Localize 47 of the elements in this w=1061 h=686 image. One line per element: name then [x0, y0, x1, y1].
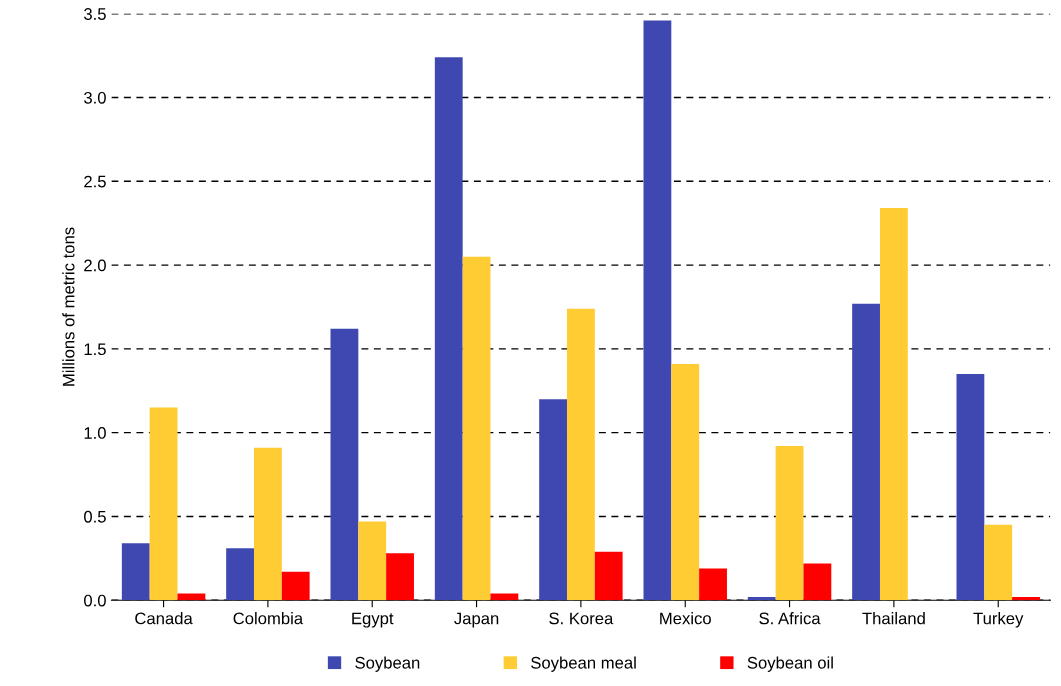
bar: [594, 551, 623, 601]
legend-label: Soybean oil: [747, 656, 833, 672]
x-tick-label: Turkey: [973, 612, 1024, 628]
legend-label: Soybean meal: [531, 656, 636, 672]
bar: [956, 374, 985, 601]
bar: [566, 308, 595, 601]
y-tick-label: 0.0: [84, 594, 106, 607]
bar: [671, 363, 700, 601]
bar: [852, 303, 880, 601]
bar: [358, 521, 387, 601]
legend-label: Soybean: [355, 656, 420, 672]
x-tick-label: Egypt: [352, 612, 394, 628]
bar: [539, 399, 567, 601]
x-tick-label: Mexico: [660, 612, 711, 625]
x-tick-label: S. Korea: [549, 612, 614, 625]
bar: [643, 20, 672, 601]
bar: [281, 571, 310, 601]
bar: [747, 596, 776, 601]
bar: [1012, 596, 1040, 601]
y-tick-label: 2.5: [84, 175, 106, 188]
bar: [775, 446, 804, 601]
x-tick-label: S. Africa: [759, 612, 821, 625]
y-tick-label: 3.0: [84, 91, 106, 104]
x-tick-label: Colombia: [233, 612, 304, 625]
bar: [462, 256, 491, 601]
x-tick-label: Canada: [135, 612, 193, 625]
bar: [386, 553, 414, 601]
bar: [984, 524, 1013, 601]
bar: [699, 568, 727, 601]
bar: [226, 548, 254, 601]
y-tick-label: 0.5: [84, 510, 106, 523]
y-tick-label: 3.5: [84, 8, 106, 20]
x-tick-label: Thailand: [862, 612, 925, 625]
bar: [253, 447, 282, 601]
bar: [330, 328, 359, 601]
y-tick-label: 1.0: [84, 427, 106, 439]
bar: [177, 593, 206, 601]
bar: [803, 563, 832, 601]
bar: [879, 208, 908, 601]
bar: [149, 407, 178, 601]
y-tick-label: 2.0: [84, 259, 106, 272]
bar: [121, 543, 150, 601]
y-axis-title: Millions of metric tons: [62, 227, 75, 386]
bar: [434, 57, 463, 601]
x-tick-label: Japan: [454, 612, 499, 628]
y-tick-label: 1.5: [84, 343, 106, 356]
bar: [490, 593, 519, 601]
